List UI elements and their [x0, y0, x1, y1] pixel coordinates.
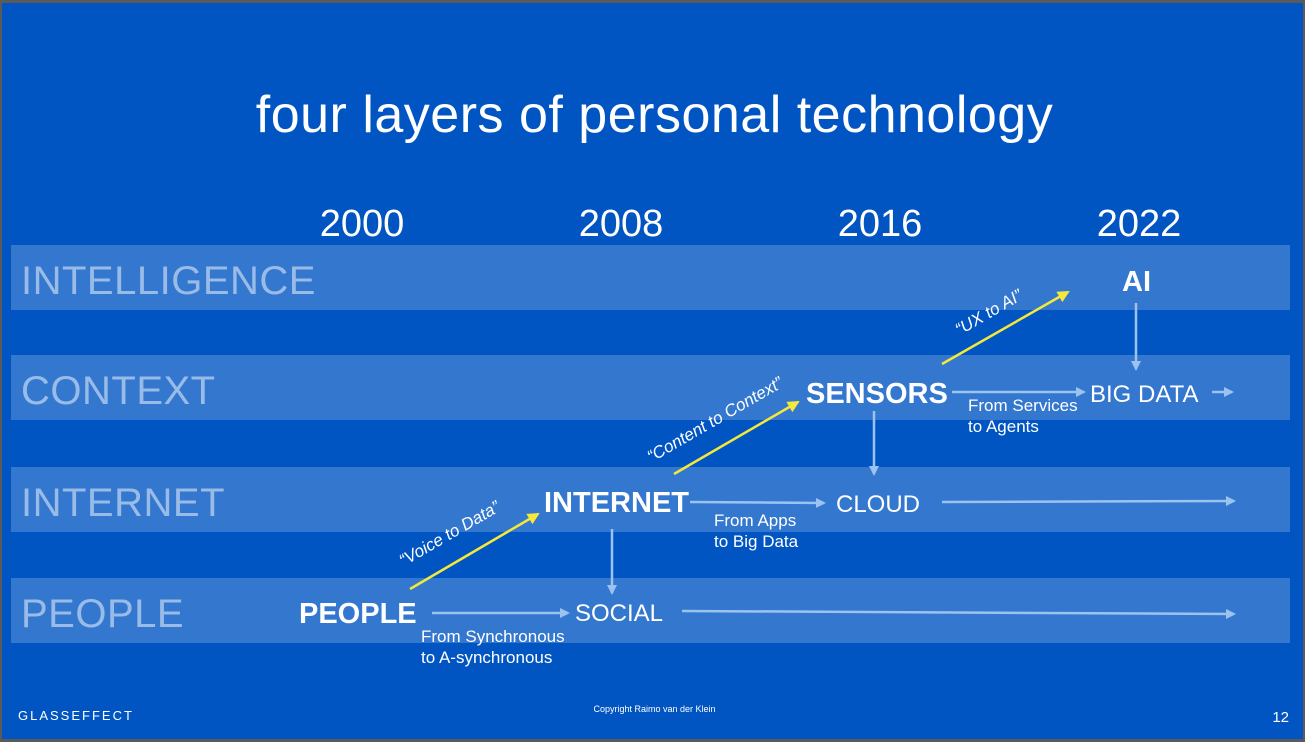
node-sensors: SENSORS — [806, 378, 948, 410]
node-cloud: CLOUD — [836, 491, 921, 518]
layer-internet-label: INTERNET — [21, 481, 225, 525]
transition-apps-note: From Apps to Big Data — [714, 510, 798, 552]
transition-services-line-1: From Services — [968, 396, 1078, 415]
layer-intelligence-label: INTELLIGENCE — [21, 259, 316, 303]
transition-services-line-2: to Agents — [968, 417, 1039, 436]
node-people: PEOPLE — [299, 598, 417, 630]
layer-context-label: CONTEXT — [21, 369, 216, 413]
node-big-data: BIG DATA — [1090, 381, 1199, 408]
transition-services-note: From Services to Agents — [968, 395, 1078, 437]
slide: four layers of personal technology 2000 … — [2, 3, 1303, 739]
year-2000: 2000 — [319, 203, 405, 245]
year-2022: 2022 — [1096, 203, 1182, 245]
node-ai: AI — [1122, 266, 1151, 298]
arrow-internet-to-cloud — [689, 497, 826, 508]
shift-arrow-content-to-context — [673, 400, 800, 476]
flow-arrows — [409, 290, 1236, 619]
layer-internet-band: INTERNET — [11, 467, 1290, 532]
page-number: 12 — [1272, 709, 1289, 726]
brand-logo: GLASSEFFECT — [18, 708, 134, 723]
copyright-text: Copyright Raimo van der Klein — [593, 704, 716, 714]
slide-title: four layers of personal technology — [255, 86, 1054, 144]
transition-apps-line-1: From Apps — [714, 511, 797, 530]
year-2008: 2008 — [578, 203, 664, 245]
shift-arrow-ux-to-ai — [941, 290, 1070, 366]
arrow-social-continues — [681, 608, 1236, 619]
node-internet: INTERNET — [544, 487, 689, 519]
transition-sync-line-1: From Synchronous — [421, 627, 565, 646]
layer-people-label: PEOPLE — [21, 592, 185, 636]
shift-arrow-voice-to-data — [409, 512, 540, 591]
transition-sync-note: From Synchronous to A-synchronous — [421, 626, 565, 668]
layer-people-band: PEOPLE — [11, 578, 1290, 643]
transition-sync-line-2: to A-synchronous — [421, 648, 553, 667]
year-2016: 2016 — [837, 203, 923, 245]
arrow-cloud-continues — [941, 496, 1236, 507]
layer-intelligence-band: INTELLIGENCE — [11, 245, 1290, 310]
transition-apps-line-2: to Big Data — [714, 532, 799, 551]
node-social: SOCIAL — [575, 600, 664, 627]
